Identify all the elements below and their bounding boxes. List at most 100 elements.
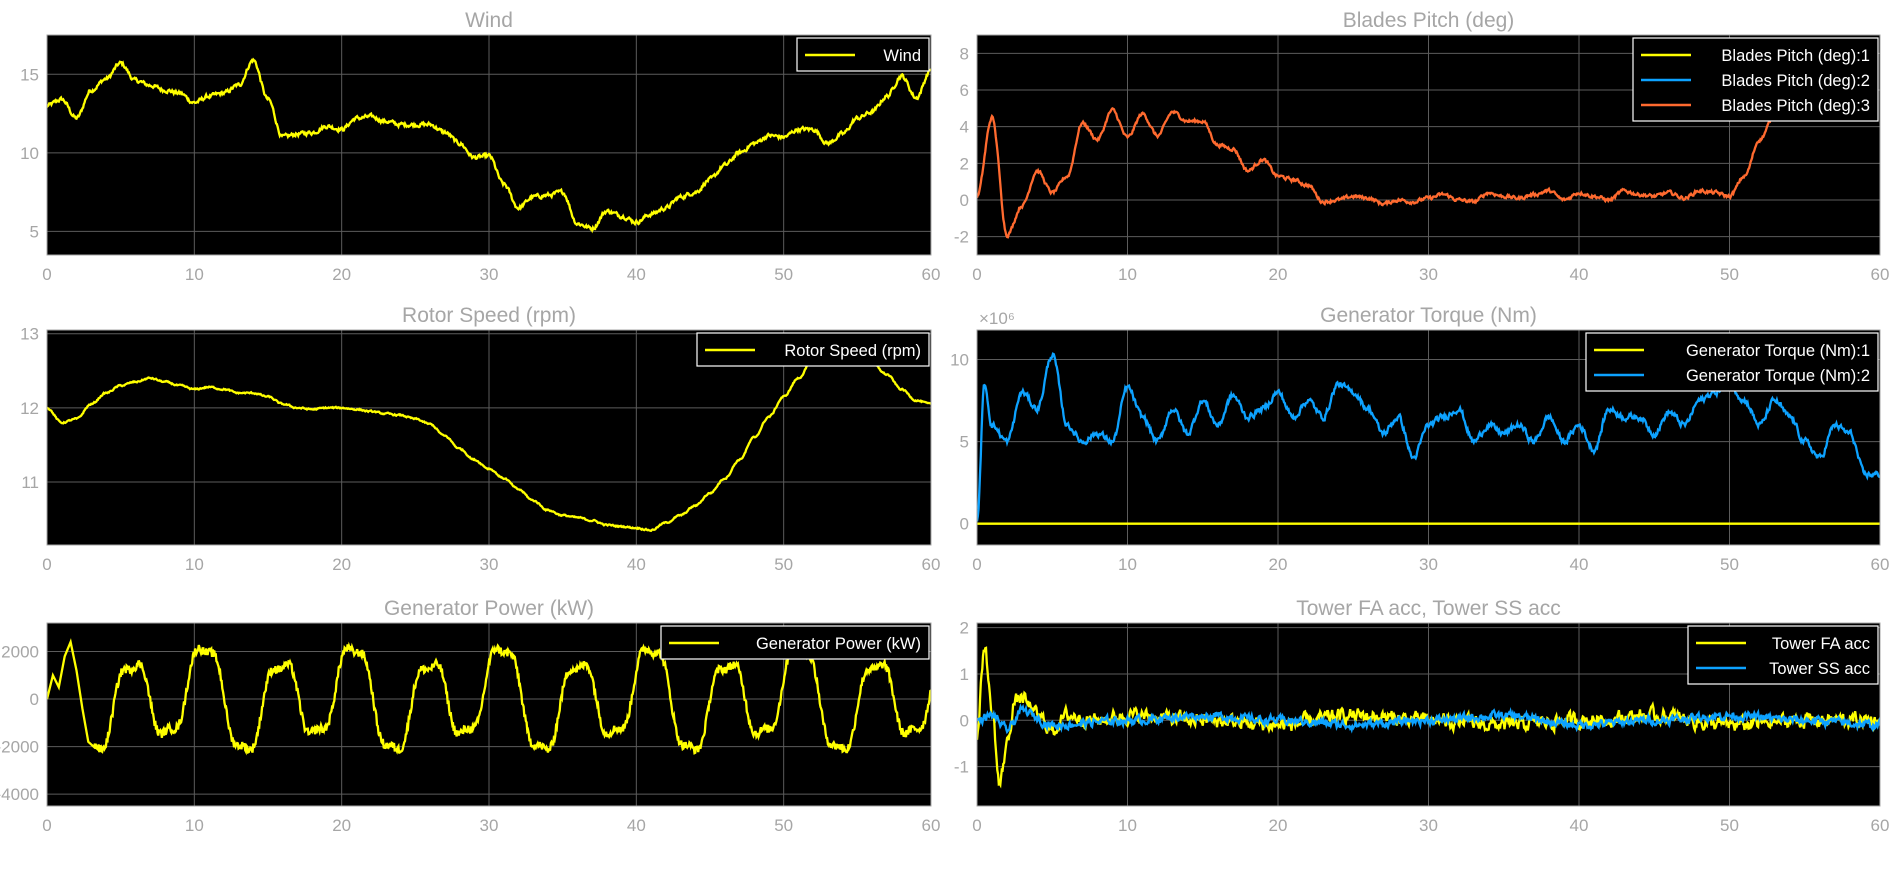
y-exponent-label: ×10⁶ xyxy=(979,309,1015,328)
legend: Wind xyxy=(796,37,930,72)
y-tick-label: 1 xyxy=(960,665,969,684)
x-tick-label: 40 xyxy=(1570,265,1589,284)
y-tick-label: -1 xyxy=(954,758,969,777)
y-tick-label: 11 xyxy=(21,473,39,492)
y-tick-label: 2 xyxy=(960,154,969,173)
axis-frame xyxy=(976,34,1881,256)
x-tick-label: 20 xyxy=(332,555,351,574)
y-tick-label: -2000 xyxy=(0,738,39,757)
y-tick-label: 2 xyxy=(960,619,969,638)
y-tick-label: 15 xyxy=(20,65,39,84)
x-tick-label: 30 xyxy=(1419,816,1438,835)
legend-label: Blades Pitch (deg):3 xyxy=(1721,97,1870,115)
series-line-1 xyxy=(47,57,931,234)
x-tick-label: 0 xyxy=(42,555,51,574)
x-tick-label: 0 xyxy=(972,816,981,835)
series-line-1 xyxy=(47,347,931,533)
y-tick-label: 12 xyxy=(20,399,39,418)
x-tick-label: 20 xyxy=(332,816,351,835)
x-tick-label: 0 xyxy=(972,555,981,574)
x-tick-label: 40 xyxy=(1570,555,1589,574)
x-tick-label: 10 xyxy=(1118,555,1137,574)
x-tick-label: 10 xyxy=(1118,816,1137,835)
series-line-3 xyxy=(977,106,1776,239)
legend: Tower FA acc Tower SS acc xyxy=(1687,625,1879,685)
legend-box xyxy=(1585,332,1879,392)
x-tick-label: 30 xyxy=(480,265,499,284)
legend-label: Generator Power (kW) xyxy=(756,635,921,653)
legend-label: Wind xyxy=(883,47,921,65)
x-tick-label: 50 xyxy=(1720,265,1739,284)
legend-label: Rotor Speed (rpm) xyxy=(784,342,921,360)
y-tick-label: 0 xyxy=(960,711,969,730)
chart-title: Generator Power (kW) xyxy=(384,597,594,620)
y-tick-label: 0 xyxy=(960,515,969,534)
x-tick-label: 30 xyxy=(1419,555,1438,574)
x-tick-label: 30 xyxy=(480,816,499,835)
x-tick-label: 40 xyxy=(627,555,646,574)
x-tick-label: 40 xyxy=(1570,816,1589,835)
x-tick-label: 60 xyxy=(1871,816,1890,835)
y-tick-label: -4000 xyxy=(0,785,39,804)
chart-5: 0 10 20 30 40 50 60 -4000 -2000 0 2000 Generator Po… xyxy=(0,597,940,835)
axis-frame xyxy=(976,622,1881,807)
y-tick-label: 0 xyxy=(30,690,39,709)
y-tick-label: 5 xyxy=(960,433,969,452)
y-tick-label: 10 xyxy=(950,351,969,370)
chart-title: Wind xyxy=(465,9,513,32)
legend: Rotor Speed (rpm) xyxy=(696,332,930,367)
axis-frame xyxy=(46,329,932,546)
x-tick-label: 40 xyxy=(627,265,646,284)
x-tick-label: 50 xyxy=(774,816,793,835)
y-tick-label: -2 xyxy=(954,228,969,247)
axis-frame xyxy=(976,329,1881,546)
x-tick-label: 0 xyxy=(972,265,981,284)
x-tick-label: 50 xyxy=(1720,555,1739,574)
legend-label: Tower FA acc xyxy=(1772,635,1870,653)
x-tick-label: 60 xyxy=(1871,555,1890,574)
x-tick-label: 10 xyxy=(185,816,204,835)
x-tick-label: 0 xyxy=(42,265,51,284)
y-tick-label: 8 xyxy=(960,44,969,63)
y-tick-label: 0 xyxy=(960,191,969,210)
x-tick-label: 20 xyxy=(1269,555,1288,574)
x-tick-label: 20 xyxy=(1269,816,1288,835)
legend: Blades Pitch (deg):1 Blades Pitch (deg):2… xyxy=(1632,37,1879,122)
x-tick-label: 60 xyxy=(922,816,941,835)
x-tick-label: 30 xyxy=(480,555,499,574)
y-tick-label: 2000 xyxy=(1,643,39,662)
chart-3: 0 10 20 30 40 50 60 11 12 13 Rotor Speed (rpm) Roto… xyxy=(20,304,940,574)
legend-label: Blades Pitch (deg):1 xyxy=(1721,47,1870,65)
legend-box xyxy=(1687,625,1879,685)
series-line-2 xyxy=(977,703,1880,735)
chart-6: 0 10 20 30 40 50 60 -1 0 1 2 Tower FA acc, Tower SS… xyxy=(954,597,1890,835)
y-tick-label: 4 xyxy=(960,118,969,137)
x-tick-label: 20 xyxy=(332,265,351,284)
x-tick-label: 50 xyxy=(1720,816,1739,835)
axis-frame xyxy=(46,34,932,256)
legend-label: Generator Torque (Nm):1 xyxy=(1686,342,1870,360)
x-tick-label: 60 xyxy=(922,265,941,284)
chart-title: Generator Torque (Nm) xyxy=(1320,304,1537,327)
x-tick-label: 50 xyxy=(774,555,793,574)
legend-label: Blades Pitch (deg):2 xyxy=(1721,72,1870,90)
x-tick-label: 20 xyxy=(1269,265,1288,284)
x-tick-label: 40 xyxy=(627,816,646,835)
chart-title: Blades Pitch (deg) xyxy=(1343,9,1515,32)
chart-4: 0 10 20 30 40 50 60 0 5 10 ×10⁶ Generator Torque (N… xyxy=(950,304,1889,574)
x-tick-label: 50 xyxy=(774,265,793,284)
chart-title: Rotor Speed (rpm) xyxy=(402,304,576,327)
x-tick-label: 10 xyxy=(185,555,204,574)
x-tick-label: 10 xyxy=(185,265,204,284)
x-tick-label: 30 xyxy=(1419,265,1438,284)
legend-label: Tower SS acc xyxy=(1769,660,1870,678)
y-tick-label: 13 xyxy=(20,325,39,344)
axis-frame xyxy=(46,622,932,807)
legend: Generator Torque (Nm):1 Generator Torque … xyxy=(1585,332,1879,392)
x-tick-label: 10 xyxy=(1118,265,1137,284)
legend-box xyxy=(696,332,930,367)
chart-title: Tower FA acc, Tower SS acc xyxy=(1296,597,1561,620)
legend: Generator Power (kW) xyxy=(660,625,930,660)
